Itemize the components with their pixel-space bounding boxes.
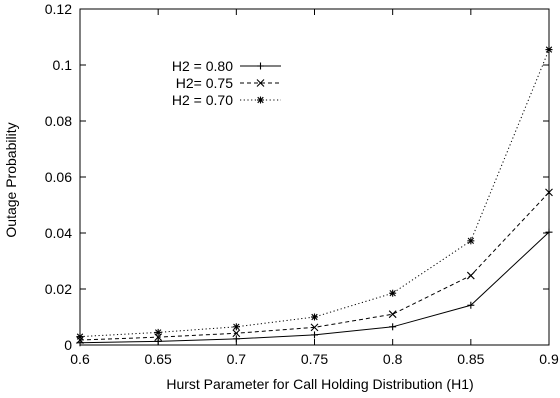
- legend-label: H2= 0.75: [176, 75, 233, 91]
- y-tick-label: 0.08: [45, 113, 72, 129]
- data-point: [311, 331, 318, 339]
- data-point: [154, 328, 162, 336]
- data-point: [310, 323, 319, 332]
- series-line: [79, 49, 550, 338]
- legend-label: H2 = 0.80: [172, 58, 233, 74]
- axes: 0.6 0.65 0.7 0.75 0.8 0.85 0.9 0 0.02 0.04 0.06 0.0…: [45, 1, 559, 367]
- x-tick-label: 0.6: [70, 351, 90, 367]
- y-axis-title: Outage Probability: [3, 122, 19, 237]
- data-point: [467, 237, 475, 245]
- data-point: [389, 289, 397, 297]
- legend-swatch-marker: [257, 62, 264, 70]
- legend-swatch-marker: [256, 79, 265, 87]
- series-line: [79, 231, 550, 344]
- data-point: [389, 323, 397, 331]
- x-tick-label: 0.75: [301, 351, 328, 367]
- data-point: [545, 46, 553, 54]
- series-1: [76, 228, 553, 347]
- x-tick-label: 0.9: [539, 351, 559, 367]
- data-point: [232, 323, 240, 331]
- legend-item: H2 = 0.80: [172, 58, 281, 74]
- x-axis-title: Hurst Parameter for Call Holding Distrib…: [166, 376, 473, 392]
- x-tick-label: 0.8: [383, 351, 403, 367]
- data-point: [232, 329, 241, 338]
- plot-frame: [79, 8, 550, 346]
- y-tick-label: 0.04: [45, 225, 72, 241]
- x-tick-label: 0.65: [145, 351, 172, 367]
- y-tick-label: 0.12: [45, 1, 72, 17]
- data-point: [466, 271, 475, 280]
- y-tick-label: 0: [64, 337, 72, 353]
- y-tick-label: 0.1: [53, 57, 73, 73]
- data-point: [311, 313, 318, 321]
- data-point: [232, 335, 240, 343]
- data-point: [388, 310, 397, 319]
- data-point: [545, 188, 553, 197]
- legend-swatch-marker: [257, 96, 264, 104]
- data-point: [76, 333, 84, 341]
- legend-item: H2 = 0.70: [172, 92, 281, 108]
- y-tick-label: 0.02: [45, 281, 72, 297]
- y-tick-label: 0.06: [45, 169, 72, 185]
- x-tick-label: 0.7: [227, 351, 247, 367]
- x-tick-label: 0.85: [457, 351, 484, 367]
- data-point: [467, 301, 475, 309]
- data-point: [545, 228, 553, 236]
- legend-label: H2 = 0.70: [172, 92, 233, 108]
- legend-item: H2= 0.75: [176, 75, 281, 91]
- series-layer: [76, 46, 553, 347]
- series-3: [76, 46, 553, 341]
- data-point: [154, 337, 162, 345]
